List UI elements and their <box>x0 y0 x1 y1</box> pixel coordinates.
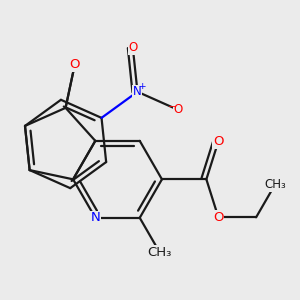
Text: O: O <box>213 135 224 148</box>
Text: +: + <box>138 82 145 91</box>
Text: N: N <box>133 85 142 98</box>
Text: CH₃: CH₃ <box>148 246 172 259</box>
Text: O: O <box>128 41 137 54</box>
Text: O: O <box>213 211 224 224</box>
Text: CH₃: CH₃ <box>264 178 286 191</box>
Text: O: O <box>70 58 80 71</box>
Text: O: O <box>173 103 183 116</box>
Text: N: N <box>90 211 100 224</box>
Text: −: − <box>168 102 177 112</box>
